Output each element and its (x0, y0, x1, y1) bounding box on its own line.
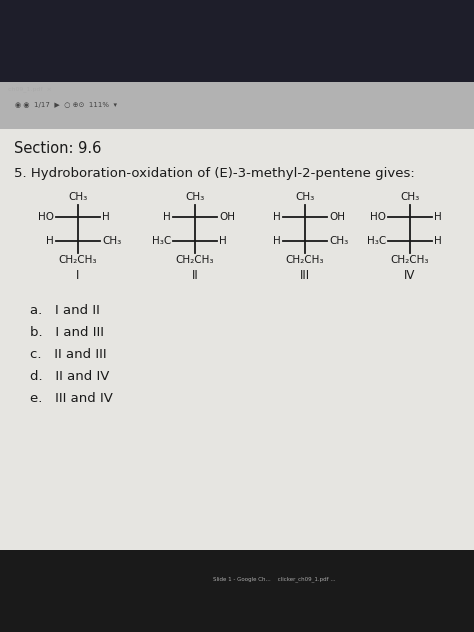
Bar (0, 82, 474, 129)
Bar (0, 550, 474, 632)
Bar (0, 129, 474, 550)
Text: CH₃: CH₃ (185, 191, 205, 202)
Text: CH₃: CH₃ (295, 191, 315, 202)
Text: H: H (434, 236, 442, 246)
Text: c.   II and III: c. II and III (30, 348, 107, 361)
Bar (0, 0, 474, 82)
Text: ◉ ◉  1/17  ▶  ○ ⊕⊙  111%  ▾: ◉ ◉ 1/17 ▶ ○ ⊕⊙ 111% ▾ (15, 102, 117, 109)
Text: CH₃: CH₃ (68, 191, 88, 202)
Text: H: H (273, 236, 281, 246)
Text: CH₂CH₃: CH₂CH₃ (176, 255, 214, 265)
Text: CH₃: CH₃ (329, 236, 348, 246)
Text: a.   I and II: a. I and II (30, 304, 100, 317)
Text: IV: IV (404, 269, 416, 283)
Text: CH₃: CH₃ (401, 191, 419, 202)
Text: HO: HO (370, 212, 386, 222)
Text: H: H (163, 212, 171, 222)
Text: H: H (434, 212, 442, 222)
Text: OH: OH (329, 212, 345, 222)
Text: e.   III and IV: e. III and IV (30, 392, 113, 405)
Text: III: III (300, 269, 310, 283)
Text: d.   II and IV: d. II and IV (30, 370, 109, 383)
Text: Section: 9.6: Section: 9.6 (14, 141, 101, 156)
Text: H: H (102, 212, 110, 222)
Text: CH₃: CH₃ (102, 236, 121, 246)
Text: H₃C: H₃C (367, 236, 386, 246)
Text: I: I (76, 269, 80, 283)
Text: Slide 1 - Google Ch...    clicker_ch09_1.pdf ...: Slide 1 - Google Ch... clicker_ch09_1.pd… (213, 576, 336, 581)
Text: CH₂CH₃: CH₂CH₃ (59, 255, 97, 265)
Text: H: H (219, 236, 227, 246)
Text: H: H (46, 236, 54, 246)
Text: HO: HO (38, 212, 54, 222)
Text: H: H (273, 212, 281, 222)
Text: CH₂CH₃: CH₂CH₃ (391, 255, 429, 265)
Text: b.   I and III: b. I and III (30, 326, 104, 339)
Text: H₃C: H₃C (152, 236, 171, 246)
Text: CH₂CH₃: CH₂CH₃ (286, 255, 324, 265)
Text: II: II (191, 269, 199, 283)
Text: OH: OH (219, 212, 235, 222)
Text: ch09_1.pdf  ×: ch09_1.pdf × (8, 86, 52, 92)
Text: 5. Hydroboration-oxidation of (E)-3-methyl-2-pentene gives:: 5. Hydroboration-oxidation of (E)-3-meth… (14, 167, 415, 180)
